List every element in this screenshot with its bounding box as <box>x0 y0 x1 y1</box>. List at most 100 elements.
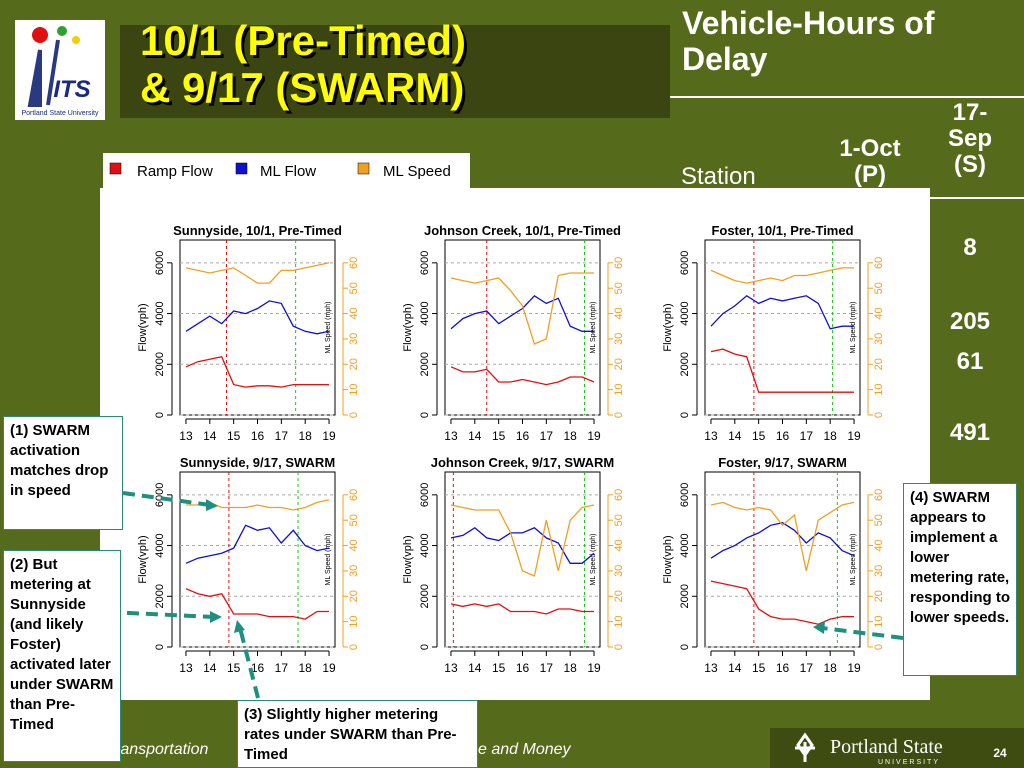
y-axis-label: Flow(vph) <box>137 303 149 351</box>
arrow <box>821 626 904 640</box>
x-tick-label: 18 <box>564 429 578 443</box>
chart-image <box>100 188 930 700</box>
y2-tick-label: 60 <box>873 257 885 269</box>
x-tick-label: 15 <box>227 661 241 675</box>
y2-tick-label: 30 <box>873 333 885 345</box>
y2-tick-label: 20 <box>613 358 625 370</box>
y2-tick-label: 10 <box>348 616 360 628</box>
y2-tick-label: 40 <box>348 307 360 319</box>
series-line <box>450 526 595 564</box>
y-tick-label: 4000 <box>679 533 691 557</box>
y2-tick-label: 0 <box>873 644 885 650</box>
y2-tick-label: 30 <box>348 565 360 577</box>
chart-title: Sunnyside, 9/17, SWARM <box>180 455 335 470</box>
series-line <box>710 501 855 572</box>
y2-tick-label: 50 <box>613 282 625 294</box>
x-tick-label: 16 <box>516 429 530 443</box>
chart-title: Foster, 9/17, SWARM <box>718 455 847 470</box>
series-line <box>710 580 854 625</box>
y-tick-label: 6000 <box>419 483 431 507</box>
y2-tick-label: 10 <box>873 616 885 628</box>
x-tick-label: 13 <box>179 661 193 675</box>
logo-stroke <box>27 39 60 107</box>
table-title: Vehicle-Hours of Delay <box>682 5 935 77</box>
y-tick-label: 6000 <box>679 483 691 507</box>
y-tick-label: 4000 <box>154 301 166 325</box>
y2-axis-label: ML Speed (mph) <box>325 534 332 586</box>
plot-frame <box>179 471 336 648</box>
y-tick-label: 4000 <box>154 533 166 557</box>
y-tick-label: 4000 <box>679 301 691 325</box>
y2-tick-label: 0 <box>613 412 625 418</box>
x-tick-label: 14 <box>203 429 217 443</box>
page-number: 24 <box>993 746 1007 760</box>
title-shadow: 10/1 (Pre-Timed) <box>143 20 469 67</box>
table-cell: 205 <box>949 308 991 335</box>
y2-tick-label: 0 <box>348 644 360 650</box>
series-line <box>450 272 594 345</box>
x-tick-label: 14 <box>468 661 482 675</box>
y-tick-label: 0 <box>679 412 691 418</box>
series-line <box>710 294 854 330</box>
x-tick-label: 13 <box>179 429 193 443</box>
y-axis-label: Flow(vph) <box>662 535 674 583</box>
series-line <box>710 522 855 559</box>
arrow-head <box>206 499 218 511</box>
x-tick-label: 19 <box>587 429 601 443</box>
y2-tick-label: 30 <box>873 565 885 577</box>
series-line <box>710 348 854 393</box>
psu-logo-sub: UNIVERSITY <box>878 759 940 766</box>
plot-frame <box>704 471 861 648</box>
y-tick-label: 0 <box>419 644 431 650</box>
series-line <box>185 300 330 335</box>
arrow <box>122 491 211 507</box>
legend-swatch <box>357 162 370 175</box>
y2-tick-label: 50 <box>873 514 885 526</box>
legend-swatch <box>235 162 248 175</box>
chart-title: Johnson Creek, 9/17, SWARM <box>431 455 615 470</box>
y2-tick-label: 60 <box>613 489 625 501</box>
plot-frame <box>704 239 861 416</box>
title-line: & 9/17 (SWARM) <box>140 64 464 111</box>
y-tick-label: 2000 <box>419 584 431 608</box>
x-tick-label: 17 <box>800 661 814 675</box>
table-header: 1-Oct (P) <box>839 135 901 188</box>
legend: Ramp Flow ML Flow ML Speed <box>109 162 451 180</box>
y-axis-label: Flow(vph) <box>137 535 149 583</box>
y-tick-label: 2000 <box>154 584 166 608</box>
y-tick-label: 2000 <box>419 352 431 376</box>
y-axis-label: Flow(vph) <box>402 303 414 351</box>
x-tick-label: 14 <box>728 661 742 675</box>
y2-tick-label: 40 <box>873 307 885 319</box>
x-tick-label: 19 <box>847 429 861 443</box>
y-tick-label: 4000 <box>419 301 431 325</box>
x-tick-label: 18 <box>564 661 578 675</box>
x-tick-label: 15 <box>752 429 766 443</box>
y2-tick-label: 40 <box>613 307 625 319</box>
y2-tick-label: 0 <box>613 644 625 650</box>
x-tick-label: 18 <box>299 429 313 443</box>
series-line <box>710 267 854 284</box>
callout: (4) SWARM appears to implement a lower m… <box>903 483 1017 676</box>
y-tick-label: 6000 <box>419 251 431 275</box>
chart-title: Johnson Creek, 10/1, Pre-Timed <box>424 223 621 238</box>
x-tick-label: 18 <box>824 661 838 675</box>
table-cell: 491 <box>949 419 991 446</box>
y2-tick-label: 50 <box>348 514 360 526</box>
logo-text: ITS <box>53 76 90 103</box>
y2-tick-label: 40 <box>613 539 625 551</box>
x-tick-label: 13 <box>704 661 718 675</box>
x-tick-label: 16 <box>776 661 790 675</box>
y-tick-label: 4000 <box>419 533 431 557</box>
y2-axis-label: ML Speed (mph) <box>325 302 332 354</box>
chart-title: Sunnyside, 10/1, Pre-Timed <box>173 223 342 238</box>
series-line <box>185 524 330 564</box>
y2-tick-label: 20 <box>873 358 885 370</box>
x-tick-label: 16 <box>776 429 790 443</box>
plot-frame <box>179 239 336 416</box>
logo-dot <box>57 26 67 36</box>
y2-tick-label: 50 <box>348 282 360 294</box>
y2-tick-label: 0 <box>873 412 885 418</box>
series-line <box>450 294 594 332</box>
